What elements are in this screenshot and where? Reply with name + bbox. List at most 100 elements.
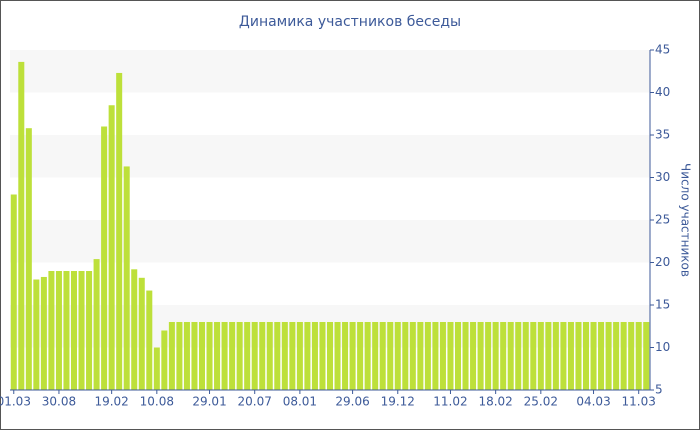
bar bbox=[417, 322, 424, 390]
bar bbox=[161, 330, 168, 390]
y-tick-label: 25 bbox=[655, 213, 670, 227]
x-tick-label: 01.03 bbox=[0, 395, 31, 409]
bar bbox=[402, 322, 409, 390]
bar bbox=[334, 322, 341, 390]
bar bbox=[605, 322, 612, 390]
bar bbox=[537, 322, 544, 390]
bar bbox=[191, 322, 198, 390]
bar bbox=[357, 322, 364, 390]
bar bbox=[281, 322, 288, 390]
bar bbox=[259, 322, 266, 390]
y-tick-label: 30 bbox=[655, 170, 670, 184]
x-tick-label: 29.01 bbox=[192, 395, 226, 409]
bar bbox=[70, 271, 78, 390]
bar bbox=[387, 322, 394, 390]
grid-band bbox=[10, 50, 650, 93]
bar bbox=[454, 322, 462, 390]
bar bbox=[123, 166, 130, 390]
bar bbox=[78, 271, 85, 390]
bar bbox=[477, 322, 484, 390]
x-tick-label: 30.08 bbox=[42, 395, 76, 409]
bar bbox=[251, 322, 258, 390]
bar bbox=[296, 322, 303, 390]
bar bbox=[48, 271, 55, 390]
bar bbox=[101, 126, 108, 390]
bar bbox=[33, 279, 40, 390]
bar bbox=[567, 322, 574, 390]
bar bbox=[40, 276, 47, 390]
x-tick-label: 11.03 bbox=[622, 395, 656, 409]
bar bbox=[108, 105, 115, 390]
y-tick-label: 40 bbox=[655, 85, 670, 99]
bar bbox=[289, 322, 296, 390]
bar bbox=[372, 322, 379, 390]
bar bbox=[628, 322, 635, 390]
x-tick-label: 11.02 bbox=[433, 395, 467, 409]
bar bbox=[613, 322, 620, 390]
bar bbox=[447, 322, 454, 390]
bar bbox=[138, 277, 145, 390]
bar bbox=[25, 128, 32, 390]
bar bbox=[545, 322, 552, 390]
bar bbox=[379, 322, 386, 390]
bar bbox=[342, 322, 349, 390]
x-tick-label: 08.01 bbox=[283, 395, 317, 409]
bar bbox=[244, 322, 251, 390]
bar bbox=[146, 290, 153, 390]
bar bbox=[55, 271, 62, 390]
x-tick-label: 29.06 bbox=[335, 395, 369, 409]
bar bbox=[319, 322, 326, 390]
bar bbox=[93, 259, 100, 390]
bar bbox=[598, 322, 605, 390]
bar bbox=[274, 322, 281, 390]
bar bbox=[18, 61, 25, 391]
bar bbox=[439, 322, 446, 390]
bar bbox=[326, 322, 334, 390]
bar bbox=[485, 322, 492, 390]
bar bbox=[552, 322, 559, 390]
bar bbox=[86, 271, 93, 390]
y-axis-label: Число участников bbox=[679, 163, 693, 277]
bar bbox=[176, 322, 183, 390]
chart-title: Динамика участников беседы bbox=[239, 14, 461, 30]
bar bbox=[116, 72, 123, 390]
x-tick-label: 25.02 bbox=[524, 395, 558, 409]
bar bbox=[206, 322, 213, 390]
y-tick-label: 10 bbox=[655, 340, 670, 354]
bar bbox=[229, 322, 236, 390]
bar bbox=[364, 322, 371, 390]
x-tick-label: 18.02 bbox=[478, 395, 512, 409]
bar bbox=[131, 269, 138, 390]
y-tick-label: 15 bbox=[655, 298, 670, 312]
bar bbox=[168, 322, 175, 390]
bar bbox=[575, 322, 582, 390]
bar bbox=[432, 322, 439, 390]
bar bbox=[183, 322, 190, 390]
bar bbox=[394, 322, 401, 390]
bar bbox=[500, 322, 507, 390]
y-tick-label: 35 bbox=[655, 128, 670, 142]
bar bbox=[198, 322, 206, 390]
x-tick-label: 19.02 bbox=[94, 395, 128, 409]
y-tick-label: 20 bbox=[655, 255, 670, 269]
y-tick-label: 5 bbox=[655, 383, 663, 397]
bar bbox=[582, 322, 590, 390]
bar bbox=[409, 322, 416, 390]
bar bbox=[304, 322, 311, 390]
x-tick-label: 10.08 bbox=[140, 395, 174, 409]
bar bbox=[507, 322, 514, 390]
bar bbox=[492, 322, 499, 390]
bar bbox=[424, 322, 431, 390]
bar bbox=[236, 322, 243, 390]
bar bbox=[470, 322, 477, 390]
x-tick-label: 20.07 bbox=[238, 395, 272, 409]
x-tick-label: 19.12 bbox=[381, 395, 415, 409]
y-tick-label: 45 bbox=[655, 43, 670, 57]
bar bbox=[349, 322, 356, 390]
bar bbox=[620, 322, 627, 390]
bar bbox=[643, 322, 650, 390]
bar bbox=[153, 347, 160, 390]
bar bbox=[522, 322, 529, 390]
bar bbox=[214, 322, 221, 390]
